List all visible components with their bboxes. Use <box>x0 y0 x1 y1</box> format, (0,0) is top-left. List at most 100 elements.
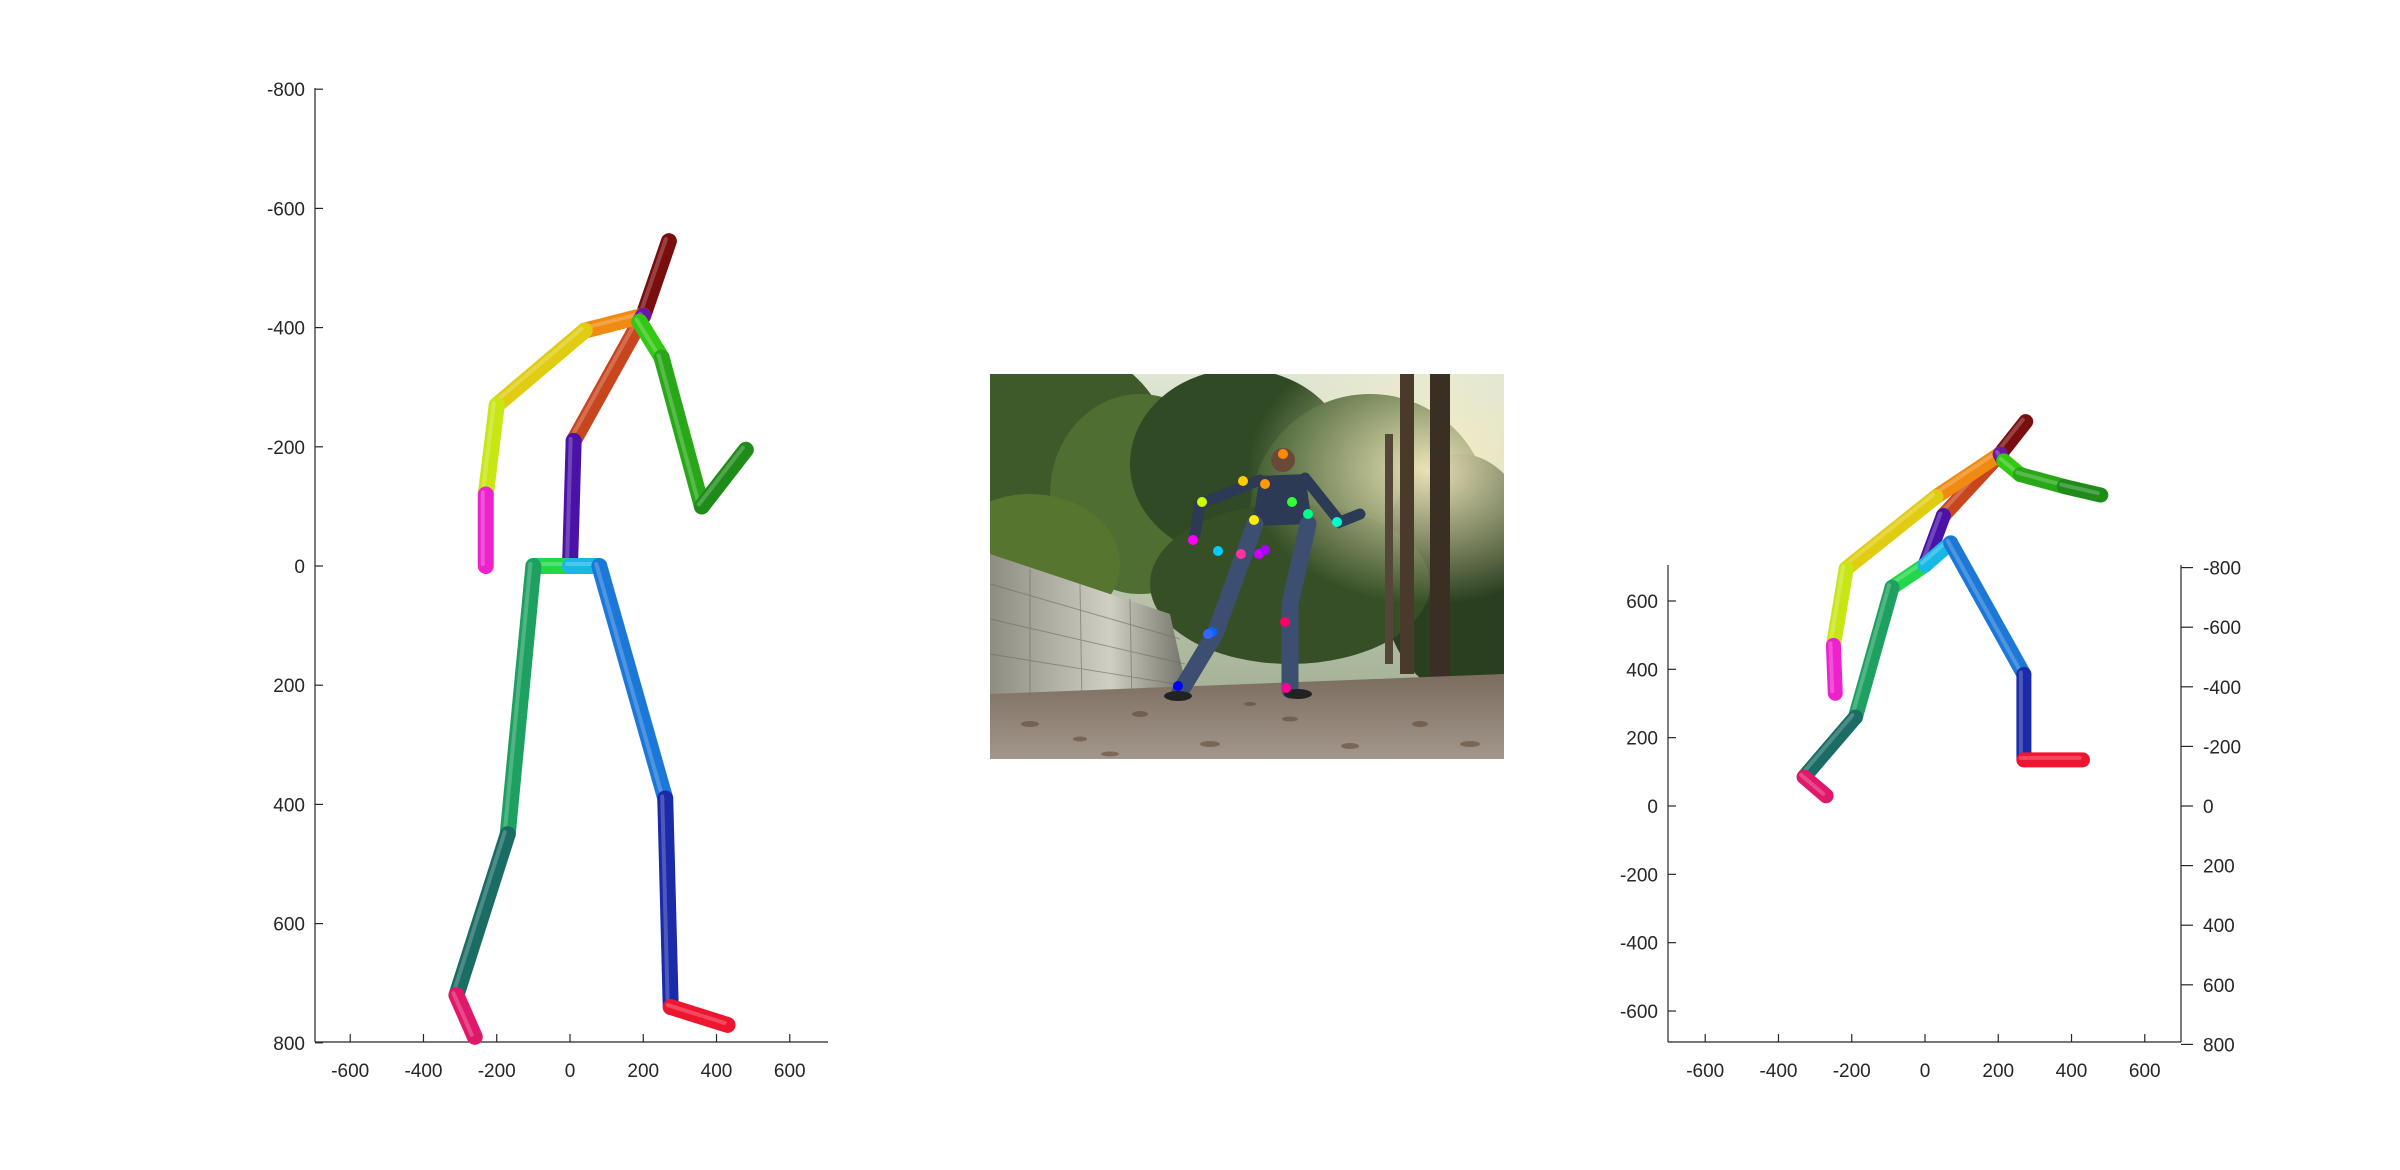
keypoint-marker <box>1287 497 1297 507</box>
front-x-tick-label: 200 <box>627 1061 659 1082</box>
bone-highlight <box>2015 470 2064 487</box>
front-view-pose-plot: -600 -400 -200 0 200 400 600 -800 -600 -400 -200 0… <box>267 80 828 1082</box>
bone-neck-l_shoulder <box>1928 446 2008 505</box>
bone-l_hip-l_knee <box>499 558 542 843</box>
keypoint-marker <box>1278 449 1288 459</box>
front-y-tick-label: 400 <box>273 795 305 816</box>
bone-l_knee-l_ankle <box>1796 709 1863 785</box>
oblique-left-y-tick-label: 200 <box>1626 729 1658 750</box>
bone-highlight <box>656 353 701 507</box>
bone-l_elbow-l_wrist <box>477 397 505 503</box>
oblique-left-y-tick-label: -400 <box>1620 934 1658 955</box>
bone-l_hip-l_knee <box>1847 579 1900 725</box>
oblique-view-x-axis: -600 -400 -200 0 200 400 600 <box>1686 1034 2161 1082</box>
oblique-right-y-tick-label: -800 <box>2203 559 2241 580</box>
keypoint-marker <box>1188 535 1198 545</box>
bone-highlight <box>1799 713 1855 777</box>
oblique-view-axes <box>1667 565 2182 1043</box>
bone-highlight <box>491 326 584 406</box>
bone-highlight <box>1945 538 2023 675</box>
bone-highlight <box>1930 450 2000 497</box>
front-view-axes <box>314 88 828 1043</box>
keypoint-marker <box>1236 549 1246 559</box>
front-y-tick-label: 600 <box>273 915 305 936</box>
front-y-tick-label: -600 <box>267 199 305 220</box>
bone-highlight <box>565 436 573 566</box>
keypoint-marker <box>1332 517 1342 527</box>
bone-l_ankle-l_foot <box>1796 769 1834 804</box>
front-y-tick-label: -400 <box>267 319 305 340</box>
bone-pelvis-torso <box>562 432 582 574</box>
keypoint-marker <box>1197 497 1207 507</box>
front-x-tick-label: -400 <box>404 1061 442 1082</box>
oblique-view-skeleton <box>1796 414 2109 804</box>
bone-highlight <box>660 794 670 1008</box>
oblique-view-left-y-axis: -600 -400 -200 0 200 400 600 <box>1620 592 1676 1023</box>
bone-highlight <box>2059 482 2100 496</box>
bone-highlight <box>665 1003 727 1025</box>
keypoint-marker <box>1260 479 1270 489</box>
oblique-left-y-tick-label: 400 <box>1626 660 1658 681</box>
front-y-tick-label: 800 <box>273 1034 305 1055</box>
bone-r_wrist-r_hand <box>693 441 754 515</box>
oblique-x-tick-label: 400 <box>2056 1061 2088 1082</box>
bone-torso-neck <box>565 307 652 449</box>
bone-highlight <box>451 830 507 996</box>
bone-l_wrist-l_hand <box>1825 637 1843 701</box>
front-x-tick-label: 400 <box>701 1061 733 1082</box>
forest-path-photo <box>990 374 1504 759</box>
front-view-x-axis: -600 -400 -200 0 200 400 600 <box>331 1034 806 1082</box>
bone-highlight <box>1920 511 1943 566</box>
oblique-left-y-tick-label: 600 <box>1626 592 1658 613</box>
photo-keypoints <box>1173 449 1342 693</box>
oblique-right-y-tick-label: 400 <box>2203 916 2235 937</box>
bone-r_hip-r_knee <box>591 558 674 807</box>
bone-l_shoulder-l_elbow <box>1838 489 1944 577</box>
oblique-x-tick-label: -600 <box>1686 1061 1724 1082</box>
keypoint-marker <box>1303 509 1313 519</box>
bone-highlight <box>634 317 661 358</box>
front-view-skeleton <box>448 233 754 1045</box>
bone-highlight <box>696 445 745 507</box>
bone-highlight <box>451 991 474 1037</box>
keypoint-marker <box>1280 617 1290 627</box>
bone-highlight <box>1995 417 2025 455</box>
bone-highlight <box>568 311 643 441</box>
front-y-tick-label: 0 <box>294 557 305 578</box>
front-x-tick-label: 600 <box>774 1061 806 1082</box>
front-y-tick-label: -800 <box>267 80 305 101</box>
oblique-x-tick-label: -200 <box>1833 1061 1871 1082</box>
oblique-x-tick-label: -400 <box>1759 1061 1797 1082</box>
front-y-tick-label: 200 <box>273 676 305 697</box>
bone-l_ankle-l_foot <box>448 987 483 1045</box>
front-x-tick-label: 0 <box>565 1061 576 1082</box>
bone-highlight <box>638 237 668 316</box>
oblique-x-tick-label: 0 <box>1920 1061 1931 1082</box>
bone-highlight <box>1850 583 1892 718</box>
bone-r_hip-r_knee <box>1943 535 2032 682</box>
input-photo <box>990 374 1504 759</box>
oblique-view-pose-plot: -600 -400 -200 0 200 400 600 -600 -400 -200 0 200 4… <box>1620 414 2241 1082</box>
keypoint-marker <box>1238 476 1248 486</box>
bone-r_knee-r_ankle <box>657 790 679 1016</box>
bone-l_elbow-l_wrist <box>1825 561 1854 653</box>
bone-r_ankle-r_foot <box>662 999 736 1033</box>
bone-highlight <box>579 311 643 331</box>
bone-highlight <box>1828 564 1846 646</box>
bone-highlight <box>502 562 533 835</box>
front-x-tick-label: -200 <box>478 1061 516 1082</box>
oblique-right-y-tick-label: 800 <box>2203 1035 2235 1056</box>
bone-neck-head <box>635 233 677 324</box>
bone-highlight <box>1828 641 1835 694</box>
bone-r_elbow-r_wrist <box>2012 467 2072 495</box>
keypoint-marker <box>1203 629 1213 639</box>
front-view-y-axis: -800 -600 -400 -200 0 200 400 600 800 <box>267 80 323 1055</box>
oblique-right-y-tick-label: -200 <box>2203 737 2241 758</box>
oblique-right-y-tick-label: 0 <box>2203 797 2214 818</box>
oblique-x-tick-label: 600 <box>2129 1061 2161 1082</box>
oblique-left-y-tick-label: -200 <box>1620 865 1658 886</box>
bone-r_elbow-r_wrist <box>653 349 710 515</box>
bone-l_knee-l_ankle <box>448 826 516 1004</box>
bone-highlight <box>480 401 496 495</box>
